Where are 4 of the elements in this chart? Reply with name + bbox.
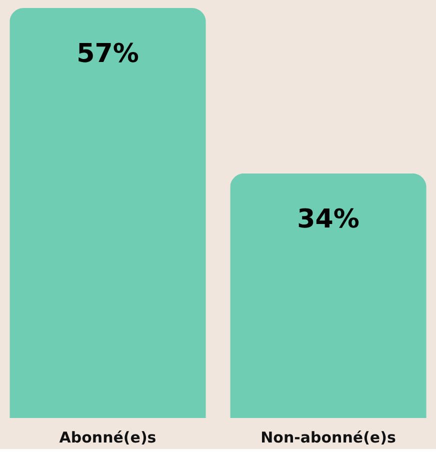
data-label: 57% [76,39,139,69]
x-tick-label: Abonné(e)s [59,428,156,446]
data-label: 34% [297,204,360,234]
x-tick-label: Non-abonné(e)s [260,428,396,446]
